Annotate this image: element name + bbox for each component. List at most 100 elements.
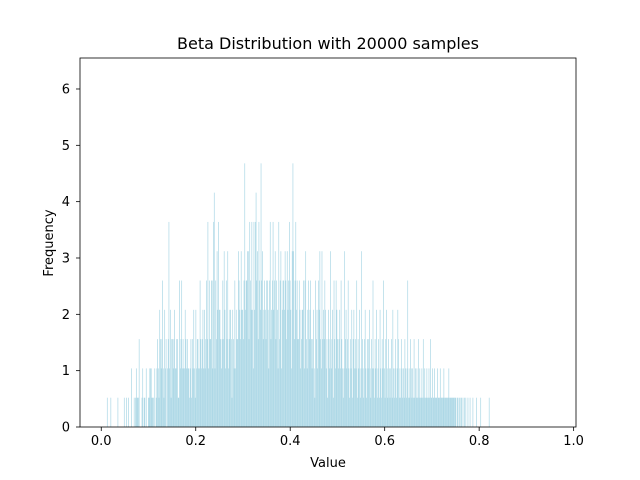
histogram-bar (317, 368, 319, 427)
histogram-bar (223, 339, 224, 427)
histogram-bar (400, 397, 401, 427)
histogram-bar (417, 397, 418, 427)
histogram-bar (319, 251, 321, 427)
histogram-bar (462, 397, 464, 427)
histogram-bar (174, 309, 175, 427)
histogram-bar (447, 397, 448, 427)
histogram-bar (228, 339, 230, 427)
histogram-bar (237, 339, 239, 427)
histogram-bar (316, 309, 318, 427)
histogram-bar (408, 368, 410, 427)
histogram-bar (142, 368, 144, 427)
histogram-bar (367, 368, 369, 427)
histogram-bar (376, 309, 377, 427)
histogram-bar (199, 368, 200, 427)
histogram-bar (419, 368, 421, 427)
histogram-bar (381, 397, 382, 427)
histogram-bar (343, 368, 345, 427)
histogram-bar (301, 339, 302, 427)
histogram-bar (425, 397, 427, 427)
histogram-bar (296, 309, 297, 427)
histogram-bar (309, 309, 311, 427)
histogram-bar (359, 397, 361, 427)
histogram-bar (173, 339, 175, 427)
histogram-bar (291, 368, 292, 427)
histogram-bar (152, 397, 154, 427)
histogram-bar (210, 339, 212, 427)
histogram-bar (488, 397, 490, 427)
histogram-bar (158, 397, 160, 427)
histogram-bar (183, 368, 185, 427)
histogram-bar (402, 397, 404, 427)
histogram-bar (364, 339, 365, 427)
histogram-bar (207, 221, 209, 427)
histogram-bar (182, 339, 184, 427)
x-tick-label: 1.0 (563, 434, 584, 449)
histogram-bar (219, 309, 221, 427)
histogram-bar (280, 251, 282, 427)
histogram-bar (190, 339, 192, 427)
histogram-bar (356, 280, 358, 427)
histogram-bar (296, 280, 298, 427)
histogram-bar (365, 368, 367, 427)
histogram-bar (381, 339, 383, 427)
histogram-bar (313, 368, 315, 427)
histogram-bar (282, 280, 284, 427)
histogram-bar (167, 368, 168, 427)
bars-group (106, 163, 490, 427)
histogram-bar (342, 368, 343, 427)
histogram-bar (192, 368, 194, 427)
histogram-bar (249, 221, 251, 427)
chart-title: Beta Distribution with 20000 samples (177, 34, 479, 53)
histogram-bar (307, 309, 309, 427)
histogram-bar (330, 251, 331, 427)
histogram-bar (185, 339, 187, 427)
histogram-bar (472, 397, 474, 427)
histogram-bar (233, 339, 234, 427)
histogram-bar (150, 368, 152, 427)
histogram-bar (184, 309, 186, 427)
histogram-bar (208, 280, 210, 427)
histogram-bar (294, 280, 296, 427)
histogram-bar (236, 339, 238, 427)
histogram-bar (182, 368, 183, 427)
histogram-bar (286, 251, 288, 427)
histogram-bar (447, 397, 449, 427)
histogram-bar (385, 339, 387, 427)
histogram-bar (226, 339, 228, 427)
histogram-bar (297, 339, 299, 427)
x-tick-label: 0.8 (469, 434, 490, 449)
histogram-bar (392, 309, 394, 427)
histogram-bar (403, 368, 404, 427)
histogram-bar (267, 309, 269, 427)
histogram-bar (301, 309, 303, 427)
histogram-bar (157, 339, 158, 427)
histogram-bar (247, 251, 248, 427)
histogram-bar (209, 339, 211, 427)
histogram-bar (191, 397, 192, 427)
histogram-bar (413, 339, 415, 427)
histogram-bar (386, 309, 387, 427)
histogram-bar (177, 339, 178, 427)
histogram-bar (304, 280, 306, 427)
histogram-bar (257, 251, 258, 427)
histogram-bar (386, 368, 388, 427)
histogram-bar (267, 280, 268, 427)
histogram-bar (191, 339, 193, 427)
histogram-bar (187, 368, 189, 427)
histogram-bar (412, 368, 414, 427)
histogram-bar (168, 221, 170, 427)
histogram-bar (461, 397, 462, 427)
histogram-bar (246, 280, 248, 427)
histogram-bar (427, 397, 428, 427)
histogram-bar (366, 397, 367, 427)
histogram-bar (295, 221, 297, 427)
histogram-bar (244, 163, 246, 427)
histogram-bar (391, 397, 393, 427)
histogram-bar (353, 309, 355, 427)
histogram-bar (328, 339, 330, 427)
histogram-bar (370, 397, 372, 427)
histogram-bar (148, 397, 149, 427)
histogram-bar (276, 280, 277, 427)
histogram-bar (298, 280, 300, 427)
